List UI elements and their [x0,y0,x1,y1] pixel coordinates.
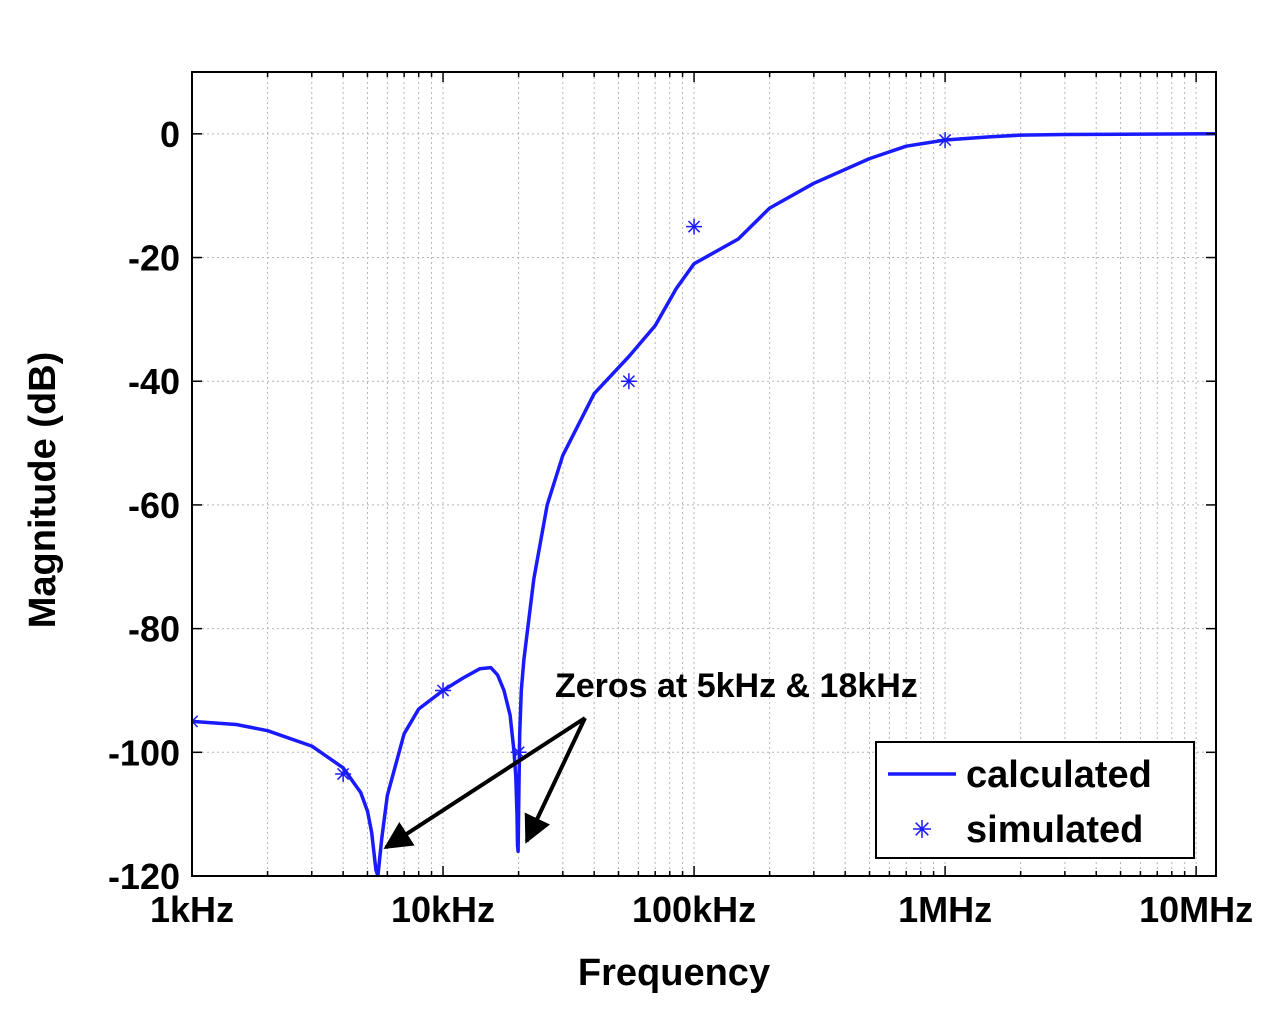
y-tick-label: -60 [128,485,180,526]
ticks [191,72,1216,877]
marker-stroke [938,133,952,147]
simulated-point [686,218,703,235]
annotation-arrow [383,716,587,850]
legend-label: calculated [966,754,1152,796]
tick-labels: 1kHz 10kHz 100kHz 1MHz 10MHz 0 -20 -40 -60 -80 -10… [108,114,1253,930]
marker-stroke [622,375,636,388]
marker-stroke [436,684,450,697]
y-tick-label: -20 [128,238,180,279]
legend-marker-swatch [913,820,931,838]
simulated-point [435,682,452,699]
annotation-text: Zeros at 5kHz & 18kHz [555,667,918,705]
y-tick-label: -80 [128,609,180,650]
x-tick-label: 10kHz [391,889,495,930]
marker-stroke [512,746,525,759]
axes-box [191,71,1217,877]
marker-stroke [192,715,199,723]
calculated-line [192,132,1216,876]
legend: calculated simulated [875,741,1195,859]
simulated-point [335,765,352,782]
x-axis-title: Frequency [578,952,770,994]
x-tick-label: 1MHz [898,889,992,930]
marker-stroke [915,822,929,836]
marker-stroke [192,720,199,728]
y-tick-label: 0 [160,114,180,155]
y-tick-label: -40 [128,361,180,402]
marker-stroke [337,767,350,781]
plot-area [192,132,1216,876]
y-tick-label: -120 [108,856,180,897]
x-tick-label: 100kHz [632,889,756,930]
x-tick-label: 10MHz [1139,889,1253,930]
simulated-point [510,744,527,761]
y-tick-label: -100 [108,732,180,773]
marker-stroke [687,220,701,233]
legend-box [875,741,1195,859]
y-axis-title: Magnitude (dB) [22,352,64,629]
simulated-point [192,713,200,730]
legend-label: simulated [966,809,1143,851]
simulated-point [937,132,954,149]
x-tick-label: 1kHz [150,889,234,930]
annotation-arrow [524,717,587,844]
annotation: Zeros at 5kHz & 18kHz [383,667,918,850]
simulated-point [620,373,637,390]
